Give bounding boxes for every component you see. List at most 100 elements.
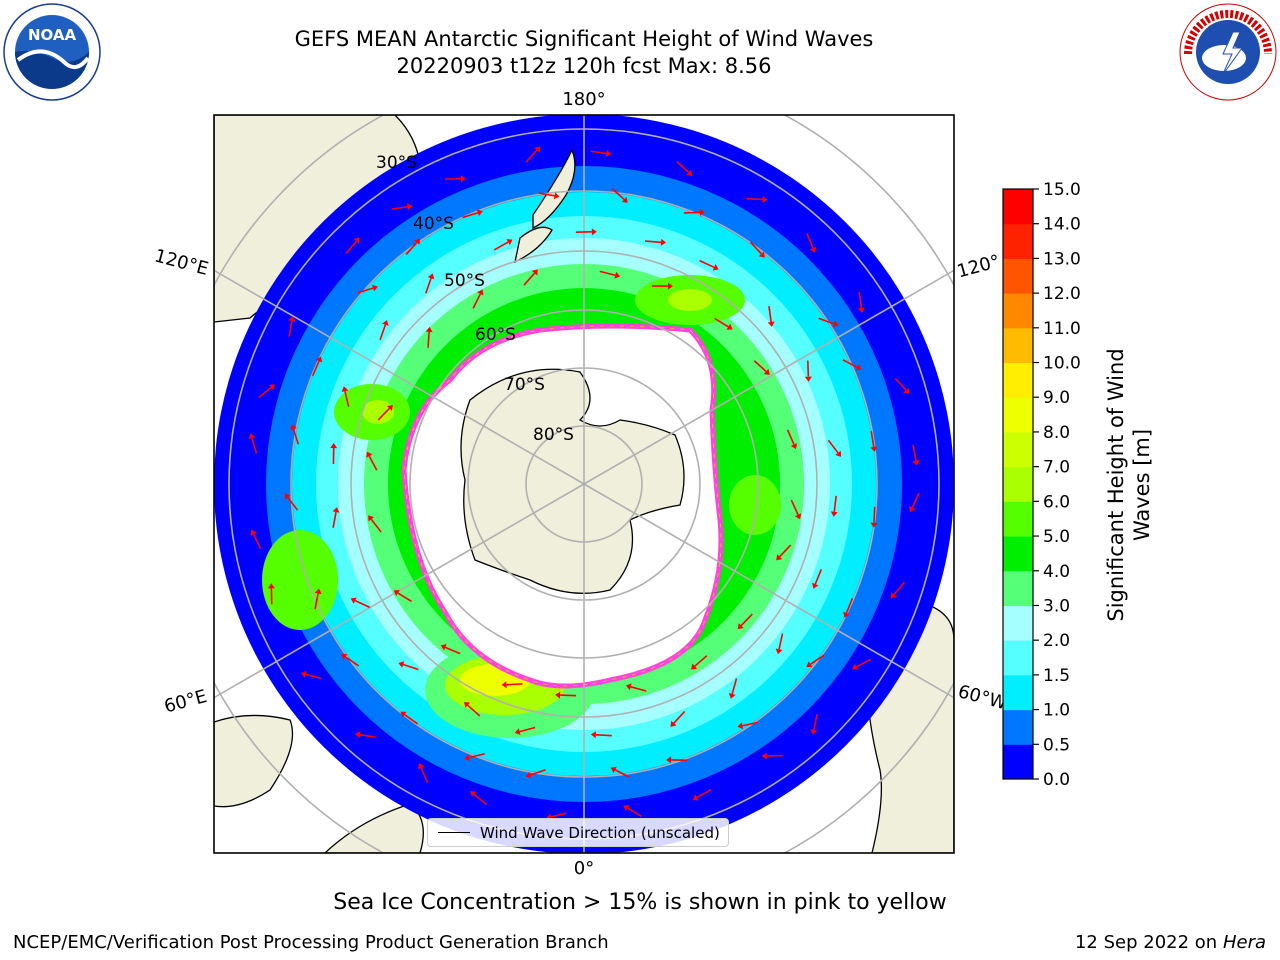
colorbar-tick-label: 3.0 — [1043, 596, 1070, 616]
chart-subtitle: 20220903 t12z 120h fcst Max: 8.56 — [396, 54, 772, 78]
lat-label-60s: 60°S — [475, 325, 516, 345]
meridian-line — [214, 269, 585, 485]
sea-ice-note: Sea Ice Concentration > 15% is shown in … — [333, 890, 947, 915]
colorbar-tick-label: 7.0 — [1043, 458, 1070, 478]
colorbar-segment — [1003, 189, 1033, 225]
latitude-labels: 30°S 40°S 50°S 60°S 70°S 80°S — [376, 153, 574, 445]
legend-line-icon — [438, 832, 470, 833]
wave-direction-arrow — [350, 597, 371, 609]
footer-timestamp: 12 Sep 2022 on Hera — [1075, 932, 1266, 953]
colorbar-segment — [1003, 501, 1033, 537]
wave-direction-arrow — [341, 386, 350, 407]
wave-direction-arrow — [440, 644, 461, 655]
wave-direction-arrow — [806, 654, 825, 668]
meridian-line — [214, 483, 585, 699]
wave-direction-arrow — [786, 429, 798, 450]
colorbar-segment — [1003, 640, 1033, 676]
lon-label-120w: 120° — [955, 251, 1002, 283]
lon-label-120e: 120°E — [152, 245, 210, 279]
wave-direction-arrow — [651, 282, 673, 290]
wave-direction-arrow — [311, 356, 323, 377]
wave-direction-arrow — [810, 714, 818, 735]
colorbar-tick-label: 0.0 — [1043, 770, 1070, 790]
wave-direction-arrow — [284, 493, 299, 511]
wave-direction-arrow — [599, 270, 621, 279]
wave-direction-arrow — [827, 439, 842, 457]
wave-direction-arrow — [775, 633, 784, 655]
wave-direction-arrow — [753, 360, 770, 375]
wave-direction-arrow — [267, 583, 275, 605]
wave-direction-arrow — [379, 320, 389, 341]
wave-direction-arrow — [341, 653, 360, 667]
wave-direction-arrow — [555, 691, 577, 699]
colorbar-segment — [1003, 744, 1033, 780]
colorbar-tick-label: 1.0 — [1043, 701, 1070, 721]
colorbar: 0.0 0.5 1.0 1.5 2.0 3.0 4.0 5.0 6.0 7.0 8.0 9.0 10.0… — [1002, 180, 1081, 790]
lon-label-0: 0° — [574, 858, 594, 879]
colorbar-tick-label: 15.0 — [1043, 180, 1081, 200]
wave-direction-arrow — [290, 424, 300, 445]
wave-direction-arrow — [464, 752, 485, 762]
wave-direction-arrow — [804, 360, 812, 382]
wave-direction-arrow — [332, 507, 340, 528]
wave-direction-arrow — [377, 404, 393, 421]
wave-direction-arrow — [623, 805, 642, 817]
colorbar-segment — [1003, 293, 1033, 329]
wave-direction-arrow — [391, 203, 413, 211]
lat-label-30s: 30°S — [376, 153, 417, 173]
wave-direction-arrow — [472, 289, 484, 309]
colorbar-tick-label: 11.0 — [1043, 319, 1081, 339]
colorbar-segment — [1003, 258, 1033, 294]
lon-label-180: 180° — [562, 89, 605, 110]
meridian-line — [583, 483, 954, 699]
colorbar-segment — [1003, 570, 1033, 606]
wave-direction-arrow — [368, 515, 382, 533]
wave-direction-arrow — [761, 752, 783, 760]
wave-direction-arrow — [857, 291, 865, 313]
wave-direction-arrow — [462, 209, 483, 219]
wave-direction-arrow — [818, 317, 839, 328]
colorbar-title-line1: Significant Height of Wind — [1104, 348, 1128, 621]
colorbar-tick-label: 5.0 — [1043, 527, 1070, 547]
wave-direction-arrow — [870, 430, 878, 452]
wave-direction-arrow — [463, 702, 481, 717]
wave-direction-arrow — [699, 259, 719, 271]
wave-direction-arrow — [357, 284, 378, 294]
colorbar-tick-label: 9.0 — [1043, 388, 1070, 408]
lon-label-60w: 60°W — [956, 681, 1010, 714]
wave-direction-arrow — [912, 444, 920, 466]
lat-label-80s: 80°S — [533, 425, 574, 445]
national-weather-service-logo — [1179, 3, 1277, 101]
noaa-logo: NOAA — [3, 3, 101, 101]
colorbar-segment — [1003, 362, 1033, 398]
colorbar-tick-label: 2.0 — [1043, 631, 1070, 651]
wave-direction-arrow — [842, 359, 862, 371]
wave-direction-arrow — [909, 492, 920, 513]
wave-direction-arrow — [493, 239, 513, 251]
wave-direction-arrow — [366, 451, 378, 471]
wave-direction-arrow — [501, 681, 523, 689]
colorbar-title-line2: Waves [m] — [1130, 429, 1154, 541]
wave-direction-arrow — [666, 756, 688, 764]
colorbar-tick-label: 1.5 — [1043, 666, 1070, 686]
wave-direction-arrow — [575, 228, 597, 236]
wave-direction-arrow — [300, 670, 322, 680]
noaa-logo-text: NOAA — [28, 26, 77, 44]
colorbar-segment — [1003, 536, 1033, 572]
wave-direction-arrow — [676, 161, 693, 176]
wind-wave-arrows — [248, 146, 920, 821]
wave-direction-arrow — [514, 726, 536, 735]
colorbar-segment — [1003, 397, 1033, 433]
wave-direction-arrow — [852, 658, 872, 670]
wave-direction-arrow — [670, 710, 686, 727]
wave-direction-arrow — [611, 188, 628, 203]
wave-direction-arrow — [330, 443, 338, 465]
wave-direction-arrow — [345, 237, 360, 254]
legend-label: Wind Wave Direction (unscaled) — [480, 823, 720, 842]
wave-direction-arrow — [746, 195, 768, 203]
footer-producer: NCEP/EMC/Verification Post Processing Pr… — [13, 932, 609, 953]
wave-direction-arrow — [538, 192, 560, 200]
wave-direction-arrow — [830, 495, 838, 517]
lat-label-40s: 40°S — [413, 214, 454, 234]
